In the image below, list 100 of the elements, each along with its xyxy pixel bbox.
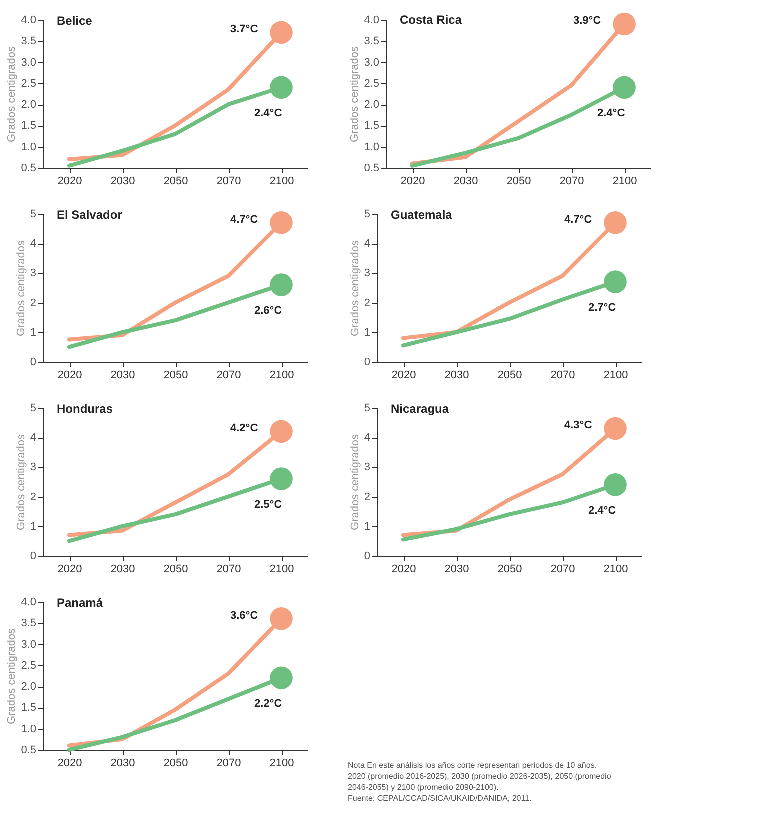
y-tick-label: 1 [30,520,36,533]
y-tick-label: 2.5 [364,78,380,90]
y-tick-label: 5 [30,402,36,414]
x-tick-label: 2020 [58,564,82,576]
y-tick-label: 0 [364,356,370,368]
x-tick-label: 2100 [270,176,294,188]
x-tick-label: 2030 [444,370,470,382]
x-tick-label: 2020 [58,370,82,382]
y-tick-label: 4 [30,238,36,250]
x-tick-label: 2050 [164,564,188,576]
y-tick-label: 5 [30,208,36,220]
annotation: 2.4°C [598,108,626,120]
y-tick-label: 3 [30,462,36,474]
x-tick-label: 2030 [110,758,136,770]
y-tick-label: 1.5 [364,120,380,132]
y-tick-label: 3.0 [364,56,380,69]
x-tick-label: 2070 [216,370,242,382]
y-tick-label: 3 [30,268,36,280]
y-tick-label: 0 [30,550,36,562]
y-tick-label: 2.0 [21,681,36,694]
x-tick-label: 2100 [270,370,294,382]
x-tick-label: 2050 [498,370,522,382]
y-tick-label: 2 [364,491,370,504]
y-tick-label: 4 [30,432,36,444]
y-tick-label: 0.5 [21,162,36,174]
y-tick-label: 3.0 [21,638,36,651]
y-tick-label: 5 [364,402,370,414]
annotation: 4.7°C [564,214,592,226]
y-tick-label: 0.5 [364,162,380,174]
x-tick-label: 2030 [454,176,478,188]
x-tick-label: 2020 [392,370,416,382]
y-tick-label: 2.0 [21,99,36,112]
y-tick-label: 1 [30,326,36,339]
y-tick-label: 4.0 [364,14,380,26]
y-tick-label: 3.5 [21,618,36,630]
y-tick-label: 1 [364,326,370,339]
y-tick-label: 4 [364,432,370,444]
y-tick-label: 1 [364,520,370,533]
x-tick-label: 2100 [604,370,628,382]
y-tick-label: 3.5 [364,36,380,48]
annotation: 4.7°C [230,214,258,226]
source-note: Fuente: CEPAL/CCAD/SICA/UKAID/DANIDA, 2011. [348,794,532,803]
y-axis-title: Grados centigrados [15,434,28,530]
chart-title: Guatemala [391,208,453,222]
y-tick-label: 2.0 [364,99,380,112]
y-tick-label: 3.0 [21,56,36,69]
y-tick-label: 1.5 [21,120,36,132]
x-tick-label: 2050 [164,176,188,188]
text: Nota En este análisis los años corte representan periodos de 10 años. 2020 (promedio 2016-2025), 2030 (promedio 2026-2035), 2050 (promedio 2046-2055) y 2100 (promedio 2090-2100). [348,761,612,792]
x-tick-label: 2050 [164,758,188,770]
annotation: 2.4°C [254,108,282,120]
y-tick-label: 2.5 [21,660,36,672]
y-axis-title: Grados centigrados [349,434,362,530]
annotation: 2.2°C [254,698,282,710]
y-tick-label: 1.0 [21,723,36,736]
y-tick-label: 1.0 [21,141,36,154]
y-tick-label: 1.5 [21,702,36,714]
annotation: 3.9°C [574,15,602,28]
x-tick-label: 2030 [444,564,470,576]
y-axis-title: Grados centigrados [349,46,362,142]
x-tick-label: 2070 [216,758,242,770]
y-tick-label: 2 [30,297,36,310]
x-tick-label: 2070 [216,176,242,188]
x-tick-label: 2070 [216,564,242,576]
y-tick-label: 4 [364,238,370,250]
x-tick-label: 2100 [604,564,628,576]
y-tick-label: 3 [364,268,370,280]
y-tick-label: 2 [364,297,370,310]
x-tick-label: 2070 [550,370,576,382]
chart-title: Costa Rica [400,12,462,27]
y-tick-label: 2 [30,491,36,504]
annotation: 2.5°C [254,499,282,512]
y-tick-label: 1.0 [364,141,380,154]
annotation: 2.4°C [588,504,616,517]
x-tick-label: 2030 [110,370,136,382]
x-tick-label: 2070 [560,176,584,188]
annotation: 4.3°C [564,420,592,432]
annotation: 3.7°C [230,24,258,36]
y-axis-title: Grados centigrados [6,46,18,142]
y-tick-label: 4.0 [21,14,36,26]
y-tick-label: 4.0 [21,596,36,608]
chart-title: Panamá [57,596,104,610]
chart-title: Belice [57,14,93,28]
x-tick-label: 2020 [400,176,426,188]
x-tick-label: 2070 [550,564,576,576]
x-tick-label: 2100 [612,176,638,188]
y-tick-label: 5 [364,208,370,220]
annotation: 2.7°C [588,302,616,314]
y-axis-title: Grados centigrados [6,628,18,724]
x-tick-label: 2100 [270,758,294,770]
y-tick-label: 0.5 [21,744,36,756]
chart-title: Honduras [57,402,114,416]
annotation: 3.6°C [230,610,258,622]
chart-title: Nicaragua [391,402,450,416]
x-tick-label: 2020 [58,176,82,188]
x-tick-label: 2020 [58,758,82,770]
chart-title: El Salvador [57,208,123,222]
y-tick-label: 3 [364,462,370,474]
y-axis-title: Grados centigrados [349,240,362,336]
x-tick-label: 2050 [164,370,188,382]
